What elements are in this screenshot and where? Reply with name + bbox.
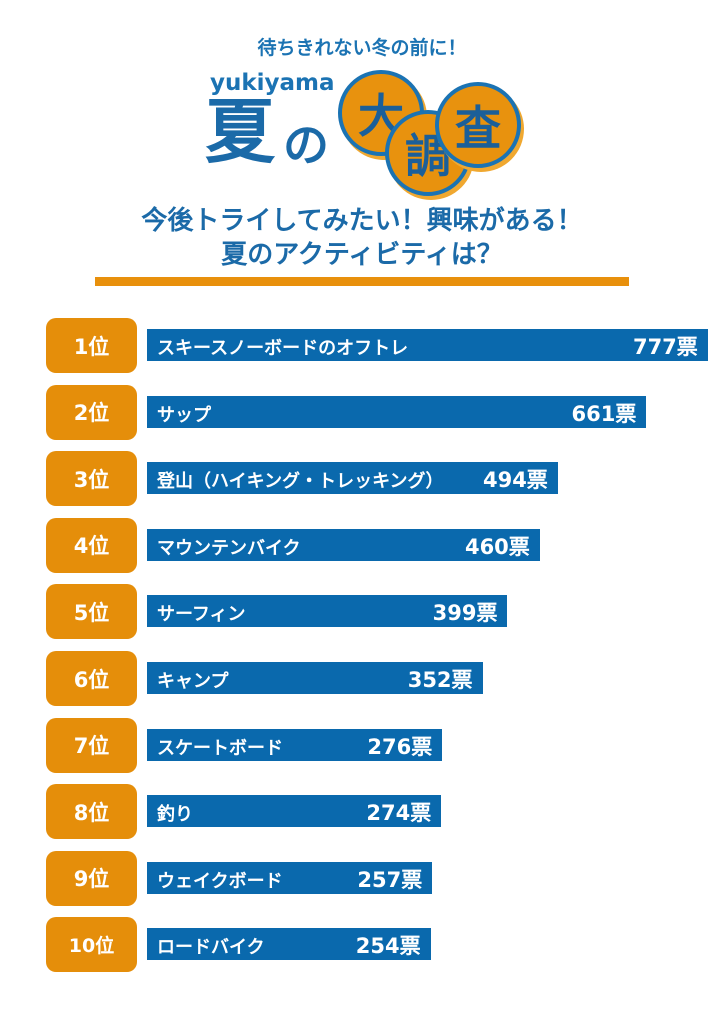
bar: マウンテンバイク 460票 xyxy=(147,528,540,561)
bar-label: サーフィン xyxy=(157,604,246,626)
bar: ロードバイク 254票 xyxy=(147,928,431,961)
bar: 釣り 274票 xyxy=(147,795,442,828)
tagline: 待ちきれない冬の前に！ xyxy=(257,37,467,59)
bar-label: サップ xyxy=(157,404,211,426)
bar: ウェイクボード 257票 xyxy=(147,861,433,894)
bar-label: 釣り xyxy=(157,804,193,826)
bar-value-label: 352票 xyxy=(407,668,473,692)
bar-value-label: 257票 xyxy=(357,867,423,892)
question-line-2: 夏のアクティビティは？ xyxy=(221,240,503,270)
rank-badge: 6位 xyxy=(46,651,137,706)
bar: キャンプ 352票 xyxy=(147,662,483,694)
bar-label: マウンテンバイク xyxy=(157,537,301,559)
rank-badge: 4位 xyxy=(46,517,137,573)
rank-badge: 10位 xyxy=(46,917,137,973)
brand-logo-text: yukiyama xyxy=(210,70,335,96)
bar-value-label: 274票 xyxy=(366,801,432,826)
bar-value-label: 254票 xyxy=(355,934,421,959)
rank-badge: 5位 xyxy=(46,584,137,640)
rank-badge: 9位 xyxy=(46,850,137,906)
bar: スキースノーボードのオフトレ 777票 xyxy=(147,329,708,361)
question-line-1: 今後トライしてみたい！興味がある！ xyxy=(141,206,583,236)
rank-badge: 2位 xyxy=(46,384,137,440)
rank-badge: 8位 xyxy=(46,784,137,840)
bar-value-label: 777票 xyxy=(632,335,698,359)
bar-value-label: 661票 xyxy=(571,401,637,426)
bar-label: スキースノーボードのオフトレ xyxy=(157,338,409,359)
bar-label: ウェイクボード xyxy=(157,870,283,892)
bar-label: キャンプ xyxy=(157,671,229,692)
bar: 登山（ハイキング・トレッキング） 494票 xyxy=(147,462,558,495)
bar: サップ 661票 xyxy=(147,395,647,428)
title-no: の xyxy=(283,118,329,172)
bar: サーフィン 399票 xyxy=(147,595,508,628)
bar: スケートボード 276票 xyxy=(147,728,443,761)
divider xyxy=(95,277,629,286)
bar-value-label: 276票 xyxy=(367,734,433,759)
title-circle-sa: 査 xyxy=(435,82,521,168)
bar-label: スケートボード xyxy=(157,737,283,759)
rank-badge: 7位 xyxy=(46,717,137,773)
rank-badge: 1位 xyxy=(46,318,137,373)
bar-value-label: 460票 xyxy=(464,534,530,559)
bar-label: 登山（ハイキング・トレッキング） xyxy=(157,471,444,493)
bar-value-label: 494票 xyxy=(482,468,548,493)
bar-label: ロードバイク xyxy=(157,937,265,959)
bar-value-label: 399票 xyxy=(432,601,498,626)
rank-badge: 3位 xyxy=(46,451,137,507)
title-summer: 夏 xyxy=(205,91,275,173)
